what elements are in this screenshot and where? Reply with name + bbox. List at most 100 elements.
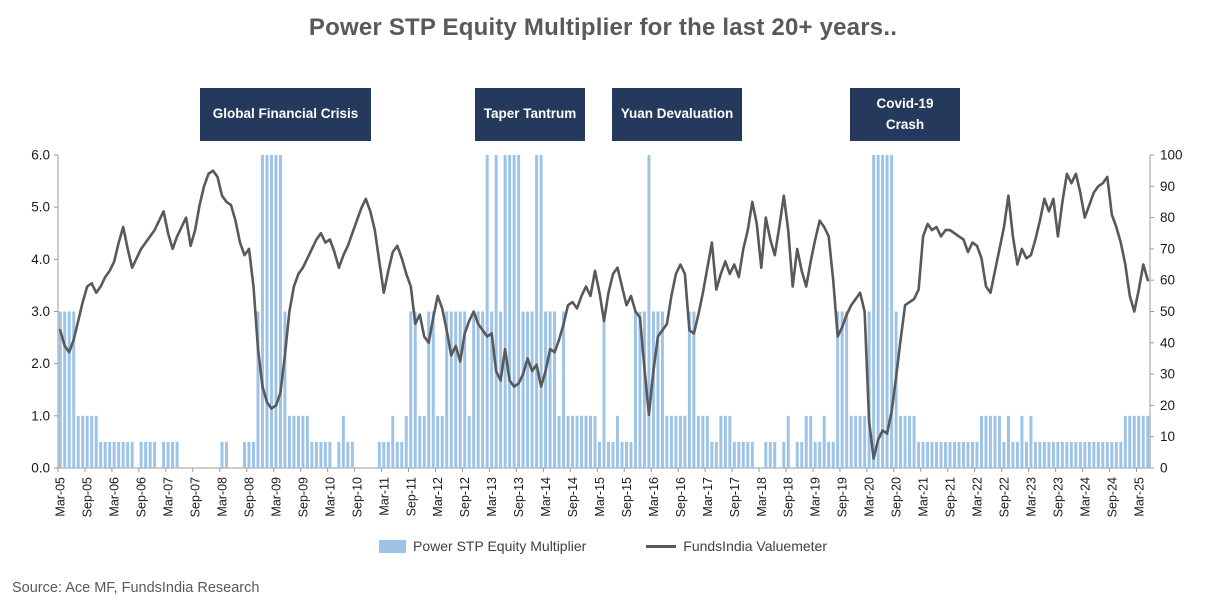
multiplier-bar — [503, 155, 507, 468]
multiplier-bar — [346, 441, 350, 468]
right-axis-tick-label: 80 — [1160, 210, 1175, 225]
x-axis-tick-label: Mar-20 — [863, 477, 877, 517]
multiplier-bar — [1020, 415, 1024, 468]
multiplier-bar — [499, 311, 503, 468]
multiplier-bar — [1038, 441, 1042, 468]
multiplier-bar — [710, 441, 714, 468]
multiplier-bar — [382, 441, 386, 468]
multiplier-bar — [130, 441, 134, 468]
multiplier-bar — [993, 415, 997, 468]
right-axis-tick-label: 30 — [1160, 367, 1175, 382]
multiplier-bar — [544, 311, 548, 468]
multiplier-bar — [705, 415, 709, 468]
multiplier-bar — [449, 311, 453, 468]
multiplier-bar — [1015, 441, 1019, 468]
multiplier-bar — [1056, 441, 1060, 468]
multiplier-bar — [571, 415, 575, 468]
x-axis-tick-label: Mar-14 — [539, 477, 553, 517]
multiplier-bar — [728, 415, 732, 468]
right-axis-tick-label: 40 — [1160, 335, 1175, 350]
x-axis-tick-label: Mar-22 — [970, 477, 984, 517]
multiplier-bar — [1069, 441, 1073, 468]
legend-line-label: FundsIndia Valuemeter — [683, 538, 827, 554]
multiplier-bar — [404, 415, 408, 468]
x-axis-tick-label: Mar-12 — [431, 477, 445, 517]
multiplier-bar — [773, 441, 777, 468]
multiplier-bar — [517, 155, 521, 468]
multiplier-bar — [615, 415, 619, 468]
x-axis-tick-label: Sep-13 — [512, 477, 526, 517]
multiplier-bar — [840, 311, 844, 468]
multiplier-bar — [894, 311, 898, 468]
multiplier-bar — [1051, 441, 1055, 468]
multiplier-bar — [997, 415, 1001, 468]
x-axis-tick-label: Sep-08 — [242, 477, 256, 517]
x-axis-tick-label: Sep-17 — [728, 477, 742, 517]
multiplier-bar — [1119, 441, 1123, 468]
multiplier-bar — [117, 441, 121, 468]
multiplier-bar — [566, 415, 570, 468]
multiplier-bar — [463, 311, 467, 468]
right-axis-tick-label: 20 — [1160, 398, 1175, 413]
multiplier-bar — [553, 311, 557, 468]
multiplier-bar — [971, 441, 974, 468]
multiplier-bar — [1078, 441, 1082, 468]
multiplier-bar — [283, 311, 287, 468]
x-axis-tick-label: Mar-19 — [809, 477, 823, 517]
left-axis-tick-label: 2.0 — [31, 356, 50, 371]
multiplier-bar — [863, 415, 867, 468]
multiplier-bar — [1029, 415, 1033, 468]
multiplier-bar — [818, 441, 822, 468]
multiplier-bar — [589, 415, 593, 468]
multiplier-bar — [764, 441, 768, 468]
right-axis-tick-label: 10 — [1160, 429, 1175, 444]
multiplier-bar — [350, 441, 354, 468]
multiplier-bar — [58, 311, 62, 468]
multiplier-bar — [719, 415, 723, 468]
multiplier-bar — [665, 415, 669, 468]
multiplier-bar — [323, 441, 327, 468]
x-axis-tick-label: Sep-16 — [674, 477, 688, 517]
multiplier-bar — [153, 441, 157, 468]
multiplier-bar — [175, 441, 179, 468]
multiplier-bar — [1128, 415, 1132, 468]
multiplier-bar — [939, 441, 943, 468]
multiplier-bar — [139, 441, 143, 468]
multiplier-bar — [472, 311, 476, 468]
multiplier-bar — [598, 441, 601, 468]
x-axis-tick-label: Mar-13 — [485, 477, 499, 517]
multiplier-bar — [243, 441, 246, 468]
x-axis-tick-label: Sep-15 — [620, 477, 634, 517]
multiplier-bar — [1137, 415, 1141, 468]
multiplier-bar — [584, 415, 588, 468]
multiplier-bar — [642, 311, 646, 468]
x-axis-tick-label: Mar-21 — [917, 477, 931, 517]
multiplier-bar — [962, 441, 965, 468]
multiplier-bar — [575, 415, 579, 468]
left-axis-tick-label: 6.0 — [31, 148, 50, 163]
multiplier-bar — [548, 311, 552, 468]
multiplier-bar — [269, 155, 273, 468]
multiplier-bar — [314, 441, 318, 468]
left-axis-tick-label: 3.0 — [31, 304, 50, 319]
multiplier-bar — [836, 311, 840, 468]
multiplier-bar — [988, 415, 992, 468]
x-axis-tick-label: Mar-10 — [323, 477, 337, 517]
multiplier-bar — [732, 441, 736, 468]
left-axis-tick-label: 4.0 — [31, 252, 50, 267]
multiplier-bar — [1074, 441, 1078, 468]
x-axis-tick-label: Mar-18 — [755, 477, 769, 517]
multiplier-bar — [580, 415, 584, 468]
multiplier-bar — [858, 415, 862, 468]
multiplier-bar — [126, 441, 130, 468]
multiplier-bar — [274, 155, 278, 468]
multiplier-bar — [872, 155, 876, 468]
multiplier-bar — [526, 311, 530, 468]
multiplier-bar — [1042, 441, 1046, 468]
multiplier-bar — [737, 441, 741, 468]
multiplier-bar — [247, 441, 251, 468]
multiplier-bar — [1146, 415, 1150, 468]
multiplier-bar — [1087, 441, 1091, 468]
multiplier-bar — [800, 441, 804, 468]
left-axis-tick-label: 5.0 — [31, 200, 50, 215]
